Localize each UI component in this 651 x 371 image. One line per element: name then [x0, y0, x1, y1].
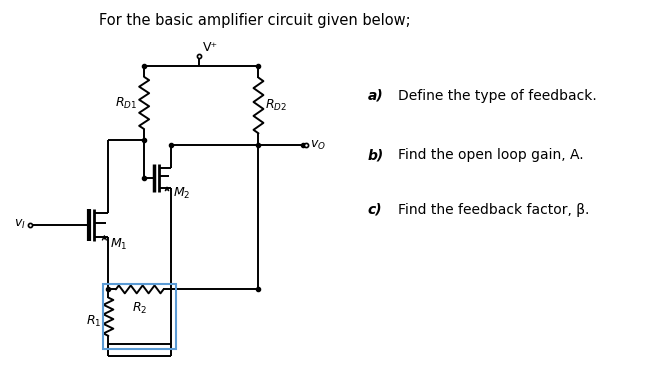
Text: V⁺: V⁺ [203, 41, 218, 54]
Text: Define the type of feedback.: Define the type of feedback. [398, 89, 596, 102]
Text: $R_2$: $R_2$ [132, 301, 147, 316]
Text: Find the open loop gain, A.: Find the open loop gain, A. [398, 148, 583, 162]
Text: $M_2$: $M_2$ [173, 186, 190, 201]
Text: $M_1$: $M_1$ [110, 237, 128, 252]
Text: $R_1$: $R_1$ [86, 314, 102, 329]
Text: $R_{D2}$: $R_{D2}$ [266, 98, 288, 113]
Text: b): b) [368, 148, 384, 162]
Text: Find the feedback factor, β.: Find the feedback factor, β. [398, 203, 589, 217]
Text: a): a) [368, 89, 383, 102]
Text: $v_O$: $v_O$ [310, 139, 326, 152]
Text: For the basic amplifier circuit given below;: For the basic amplifier circuit given be… [100, 13, 411, 28]
Text: c): c) [368, 203, 382, 217]
Text: $R_{D1}$: $R_{D1}$ [115, 95, 137, 111]
Bar [104, 285, 176, 349]
Text: $v_I$: $v_I$ [14, 218, 26, 231]
